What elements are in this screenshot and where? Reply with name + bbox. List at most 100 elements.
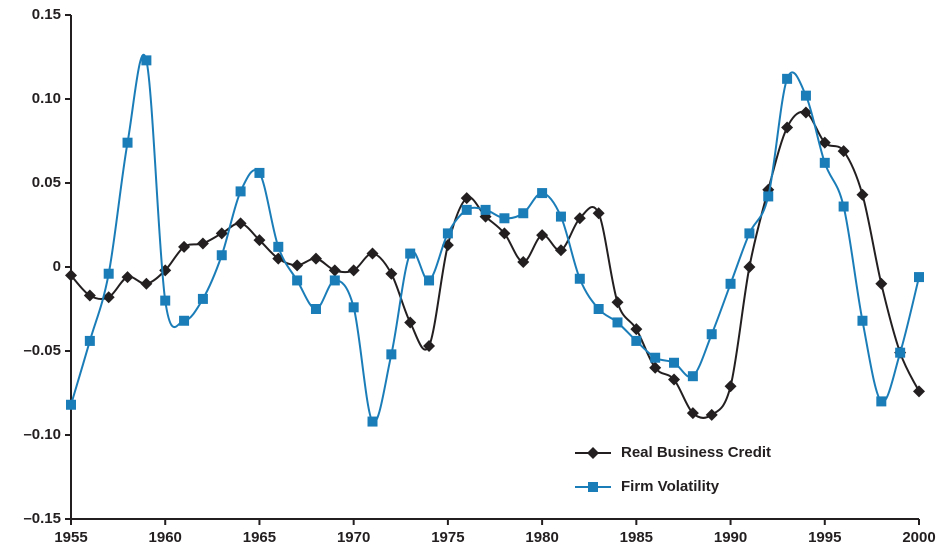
data-point xyxy=(367,416,378,427)
data-point xyxy=(273,241,284,252)
data-point xyxy=(385,267,398,280)
y-tick-label: 0.10 xyxy=(32,90,61,107)
data-point xyxy=(197,293,208,304)
data-point xyxy=(705,408,718,421)
data-point xyxy=(574,273,585,284)
data-point xyxy=(404,316,417,329)
x-tick-label: 1980 xyxy=(525,529,558,546)
data-point xyxy=(103,268,114,279)
data-point xyxy=(254,167,265,178)
x-tick-label: 1960 xyxy=(149,529,182,546)
legend-label: Firm Volatility xyxy=(621,478,720,495)
data-point xyxy=(838,201,849,212)
data-point xyxy=(518,208,529,219)
x-tick-label: 1985 xyxy=(620,529,653,546)
data-point xyxy=(348,302,359,313)
data-point xyxy=(593,304,604,314)
data-point xyxy=(405,248,416,259)
data-point xyxy=(329,275,340,286)
data-point xyxy=(649,361,662,374)
y-tick-label: –0.05 xyxy=(23,342,61,359)
data-point xyxy=(423,339,436,352)
data-point xyxy=(875,277,888,290)
x-tick-label: 2000 xyxy=(902,529,935,546)
data-point xyxy=(140,277,153,290)
data-point xyxy=(650,352,661,363)
data-point xyxy=(235,186,246,197)
data-point xyxy=(234,217,247,230)
data-point xyxy=(668,373,681,386)
legend-marker xyxy=(588,482,598,492)
x-tick-label: 1970 xyxy=(337,529,370,546)
series-line xyxy=(70,53,920,424)
data-point xyxy=(895,347,906,358)
data-point xyxy=(611,296,624,309)
data-point xyxy=(83,289,96,302)
y-tick-label: 0.05 xyxy=(32,174,61,191)
data-point xyxy=(857,315,868,326)
data-point xyxy=(498,227,511,240)
data-point xyxy=(178,240,191,253)
data-point xyxy=(612,317,623,328)
data-point xyxy=(480,204,491,215)
data-point xyxy=(555,211,566,222)
legend-marker xyxy=(587,447,599,459)
data-point xyxy=(819,157,830,168)
legend-label: Real Business Credit xyxy=(621,444,771,461)
data-point xyxy=(253,234,266,247)
data-point xyxy=(554,244,567,257)
data-point xyxy=(121,271,134,284)
data-point xyxy=(442,228,453,239)
y-tick-label: 0.15 xyxy=(32,6,61,23)
data-point xyxy=(461,204,472,215)
data-point xyxy=(706,329,717,340)
data-point xyxy=(196,237,209,250)
data-point xyxy=(328,264,341,277)
data-point xyxy=(800,90,811,101)
data-point xyxy=(141,55,152,66)
data-point xyxy=(876,396,887,407)
data-point xyxy=(216,250,227,261)
data-point xyxy=(102,291,115,304)
data-point xyxy=(499,213,510,224)
data-point xyxy=(66,399,76,410)
data-point xyxy=(782,73,793,84)
data-point xyxy=(781,121,794,134)
y-tick-label: –0.10 xyxy=(23,426,61,443)
data-point xyxy=(160,295,171,306)
data-point xyxy=(537,188,548,199)
data-point xyxy=(122,137,133,148)
data-point xyxy=(818,136,831,149)
data-point xyxy=(517,255,530,268)
data-point xyxy=(687,371,698,382)
data-point xyxy=(914,272,924,283)
data-point xyxy=(536,229,549,242)
data-point xyxy=(799,106,812,119)
data-point xyxy=(631,335,642,346)
data-point xyxy=(744,228,755,239)
data-point xyxy=(724,380,737,393)
data-point xyxy=(573,212,586,225)
data-point xyxy=(84,335,95,346)
data-point xyxy=(669,357,680,368)
x-tick-label: 1975 xyxy=(431,529,464,546)
data-point xyxy=(179,315,190,326)
data-point xyxy=(309,252,322,265)
data-point xyxy=(913,385,925,398)
data-point xyxy=(630,323,643,336)
data-point xyxy=(856,188,869,201)
data-point xyxy=(743,261,756,273)
data-point xyxy=(386,349,397,360)
data-point xyxy=(215,227,228,240)
data-point xyxy=(347,264,360,277)
data-point xyxy=(725,278,736,289)
data-point xyxy=(310,304,321,314)
data-point xyxy=(424,275,435,286)
data-point xyxy=(837,145,850,158)
data-point xyxy=(592,207,605,220)
data-point xyxy=(686,407,699,420)
x-tick-label: 1995 xyxy=(808,529,841,546)
data-point xyxy=(366,247,379,260)
y-tick-label: 0 xyxy=(53,258,61,275)
